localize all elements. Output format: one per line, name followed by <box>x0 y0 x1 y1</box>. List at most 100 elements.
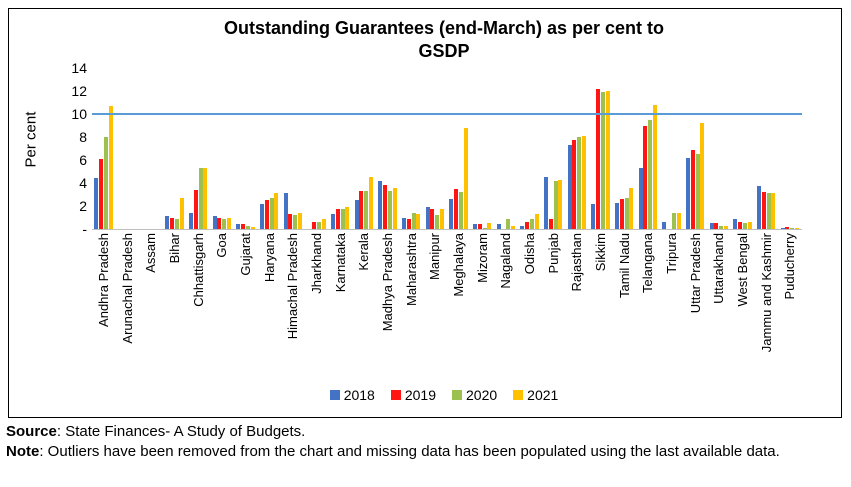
bar-2019-himachal-pradesh <box>288 214 293 229</box>
bar-2018-tamil-nadu <box>615 202 619 229</box>
bar-2019-kerala <box>359 191 364 229</box>
bar-2021-uttar-pradesh <box>700 123 705 229</box>
note-text: : Outliers have been removed from the ch… <box>39 443 780 460</box>
bar-2021-odisha <box>534 214 539 229</box>
x-axis-label: Mizoram <box>474 233 490 283</box>
x-axis-label: Assam <box>143 233 159 273</box>
bar-2019-uttarakhand <box>714 223 719 229</box>
x-axis-label: Uttar Pradesh <box>687 233 703 314</box>
bar-2018-chhattisgarh <box>189 212 193 229</box>
x-axis-label: Madhya Pradesh <box>379 233 395 332</box>
y-tick-label: 4 <box>79 175 87 191</box>
bar-2021-mizoram <box>487 223 492 229</box>
x-axis-label: Uttarakhand <box>711 233 727 304</box>
bar-2019-west-bengal <box>738 222 743 229</box>
bar-2018-mizoram <box>473 224 477 229</box>
reference-line-10pct <box>92 113 802 115</box>
bar-2018-odisha <box>520 225 525 229</box>
bar-2021-sikkim <box>605 91 610 229</box>
bar-2019-odisha <box>525 222 530 229</box>
bar-2018-punjab <box>544 177 548 229</box>
x-axis-label: Gujarat <box>237 233 253 276</box>
bar-2019-karnataka <box>335 209 340 229</box>
bar-2020-himachal-pradesh <box>293 215 298 229</box>
bar-2019-chhattisgarh <box>193 189 198 229</box>
bar-2018-gujarat <box>236 224 241 229</box>
chart-title-line1: Outstanding Guarantees (end-March) as pe… <box>223 18 665 38</box>
bar-2021-madhya-pradesh <box>392 187 397 229</box>
bar-2019-mizoram <box>477 224 482 229</box>
bar-2021-jammu-and-kashmir <box>771 193 776 229</box>
bar-2019-puducherry <box>785 226 790 229</box>
bar-2020-jharkhand <box>316 222 321 229</box>
bar-2021-tripura <box>676 212 681 229</box>
x-axis-label: Telangana <box>640 233 656 293</box>
y-tick-label: 6 <box>79 152 87 168</box>
bar-2020-odisha <box>529 218 534 229</box>
x-axis-label: Maharashtra <box>403 233 419 306</box>
legend-label: 2018 <box>343 387 375 403</box>
bar-2018-tripura <box>662 222 667 229</box>
bar-2021-west-bengal <box>747 222 752 229</box>
bar-2019-madhya-pradesh <box>383 185 388 229</box>
legend: 2018 2019 2020 2021 <box>84 387 804 403</box>
bar-2019-gujarat <box>241 224 246 229</box>
bar-2019-andhra-pradesh <box>99 158 104 229</box>
chart-frame: Outstanding Guarantees (end-March) as pe… <box>8 8 842 418</box>
bar-2018-rajasthan <box>567 145 572 229</box>
bar-2020-uttarakhand <box>719 225 724 229</box>
bar-2020-tamil-nadu <box>624 197 629 229</box>
legend-label: 2021 <box>527 387 559 403</box>
bar-2020-rajasthan <box>577 137 582 229</box>
legend-item-2018: 2018 <box>329 387 375 403</box>
bar-2019-haryana <box>264 200 269 229</box>
x-axis-label: Tamil Nadu <box>616 233 632 299</box>
bar-2021-gujarat <box>250 226 255 229</box>
y-tick-label: 12 <box>71 83 87 99</box>
x-axis-label: Bihar <box>166 233 182 264</box>
bar-2020-telangana <box>648 119 653 229</box>
x-axis-line <box>92 229 802 230</box>
bar-2018-puducherry <box>780 227 785 229</box>
bar-2018-telangana <box>638 168 643 229</box>
bar-2018-madhya-pradesh <box>378 180 383 229</box>
x-axis-label: Chhattisgarh <box>190 233 206 307</box>
bar-2020-meghalaya <box>458 192 463 229</box>
bar-2020-uttar-pradesh <box>695 154 700 229</box>
y-tick-label: 8 <box>79 129 87 145</box>
x-axis-label: Himachal Pradesh <box>285 233 301 340</box>
bar-2020-tripura <box>671 212 676 229</box>
bar-2020-andhra-pradesh <box>103 137 108 229</box>
source-line: Source: State Finances- A Study of Budge… <box>6 422 848 442</box>
bar-2020-haryana <box>269 197 274 229</box>
bar-2018-meghalaya <box>449 199 454 229</box>
legend-item-2020: 2020 <box>452 387 497 403</box>
x-axis-label: Tripura <box>663 233 679 274</box>
bar-2021-kerala <box>369 177 374 229</box>
source-text: : State Finances- A Study of Budgets. <box>56 423 306 440</box>
bar-2021-punjab <box>558 179 563 229</box>
bar-2020-goa <box>222 218 227 229</box>
bar-2018-haryana <box>260 203 264 229</box>
bar-2019-rajasthan <box>572 140 577 229</box>
bar-2019-telangana <box>643 125 648 229</box>
bar-2020-chhattisgarh <box>198 168 203 229</box>
bar-2018-sikkim <box>591 203 596 229</box>
bar-2019-manipur <box>430 209 435 229</box>
bar-2019-uttar-pradesh <box>690 149 695 229</box>
bar-2020-nagaland <box>506 218 511 229</box>
bar-2021-chhattisgarh <box>203 168 208 229</box>
bar-2018-jammu-and-kashmir <box>757 186 761 229</box>
bar-2019-punjab <box>548 218 553 229</box>
bar-2018-goa <box>212 216 217 229</box>
x-axis-label: Goa <box>214 233 230 258</box>
bar-2019-tamil-nadu <box>619 199 624 229</box>
bar-2018-uttar-pradesh <box>686 157 690 229</box>
legend-swatch-icon <box>329 390 340 400</box>
note-line: Note: Outliers have been removed from th… <box>6 442 848 462</box>
legend-item-2019: 2019 <box>390 387 436 403</box>
bar-2020-mizoram <box>482 227 487 229</box>
bar-2018-himachal-pradesh <box>283 193 288 229</box>
x-axis-label: Punjab <box>545 233 561 274</box>
bar-2019-bihar <box>170 217 175 229</box>
